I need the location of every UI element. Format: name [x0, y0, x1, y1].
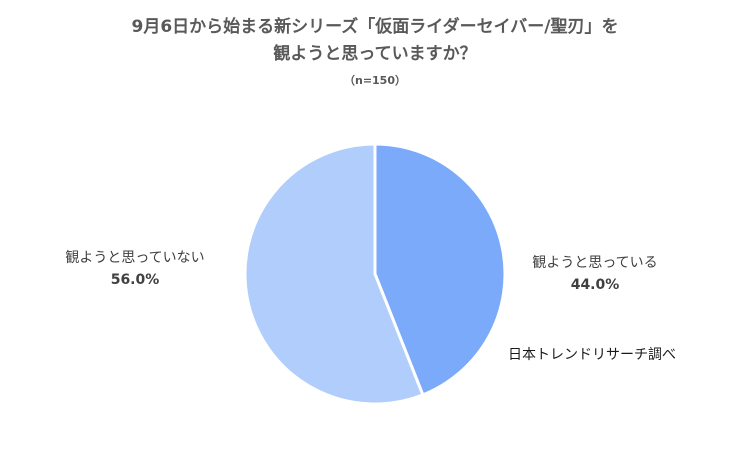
slice-label-not-watch-text: 観ようと思っていない: [65, 250, 205, 266]
source-note: 日本トレンドリサーチ調べ: [508, 347, 676, 363]
slice-label-watch-percent: 44.0%: [570, 277, 620, 293]
chart-subtitle: （n=150）: [343, 74, 406, 87]
chart-title-line-2: 観ようと思っていますか？: [273, 44, 477, 64]
chart-title: 9月6日から始まる新シリーズ「仮面ライダーセイバー/聖刃」を 観ようと思っていま…: [0, 14, 750, 68]
slice-label-watch: 観ようと思っている 44.0%: [505, 252, 685, 296]
pie-slice-watch: [373, 142, 507, 397]
pie-slice-not-watch: [243, 142, 425, 406]
slice-label-watch-text: 観ようと思っている: [532, 255, 658, 271]
slice-label-not-watch-percent: 56.0%: [110, 272, 160, 288]
slice-label-not-watch: 観ようと思っていない 56.0%: [40, 247, 230, 291]
chart-title-line-1: 9月6日から始まる新シリーズ「仮面ライダーセイバー/聖刃」を: [131, 17, 619, 37]
